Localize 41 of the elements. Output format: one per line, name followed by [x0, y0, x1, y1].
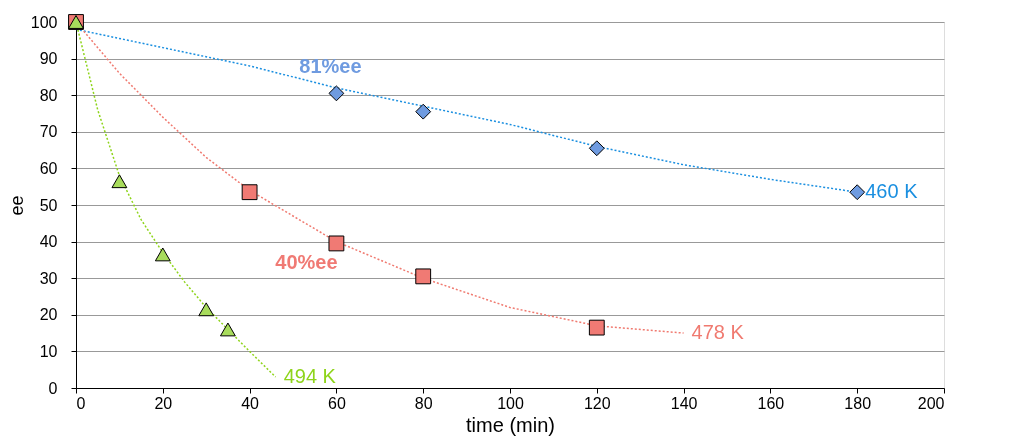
x-tick-label: 100 [497, 394, 524, 412]
point [588, 140, 605, 157]
point [415, 268, 432, 285]
y-tick-label: 20 [39, 306, 58, 324]
y-tick-label: 70 [39, 123, 58, 141]
point [241, 184, 258, 201]
x-tick-label: 160 [757, 394, 785, 412]
series-label: 494 K [283, 365, 337, 388]
x-tick-label: 120 [583, 394, 611, 412]
x-tick-label: 0 [76, 394, 86, 412]
point [588, 319, 605, 336]
y-tick-label: 60 [39, 159, 58, 177]
x-tick-label: 20 [154, 394, 173, 412]
x-tick-label: 60 [328, 394, 346, 412]
x-axis-title: time (min) [466, 413, 555, 436]
y-tick-label: 50 [39, 196, 58, 214]
y-tick-label: 80 [39, 86, 58, 104]
x-tick-label: 40 [241, 394, 260, 412]
point [328, 235, 345, 252]
x-tick-label: 200 [917, 394, 945, 412]
point [849, 184, 866, 201]
y-tick-label: 90 [39, 50, 58, 68]
point [219, 322, 236, 337]
point [328, 85, 345, 102]
point [111, 174, 128, 189]
point [198, 302, 215, 317]
x-tick-label: 180 [844, 394, 872, 412]
y-tick-label: 30 [39, 269, 58, 287]
x-tick-label: 140 [670, 394, 698, 412]
y-tick-label: 0 [48, 379, 58, 397]
annotation: 40%ee [275, 251, 338, 274]
series-label: 460 K [865, 180, 919, 203]
y-tick-label: 40 [39, 233, 58, 251]
point [154, 247, 171, 262]
x-tick-label: 80 [414, 394, 433, 412]
point [415, 103, 432, 120]
y-tick-label: 10 [39, 342, 58, 360]
y-axis-title: ee [6, 195, 27, 216]
series-label: 478 K [691, 321, 745, 344]
annotation: 81%ee [299, 55, 362, 78]
y-tick-label: 100 [30, 13, 58, 31]
